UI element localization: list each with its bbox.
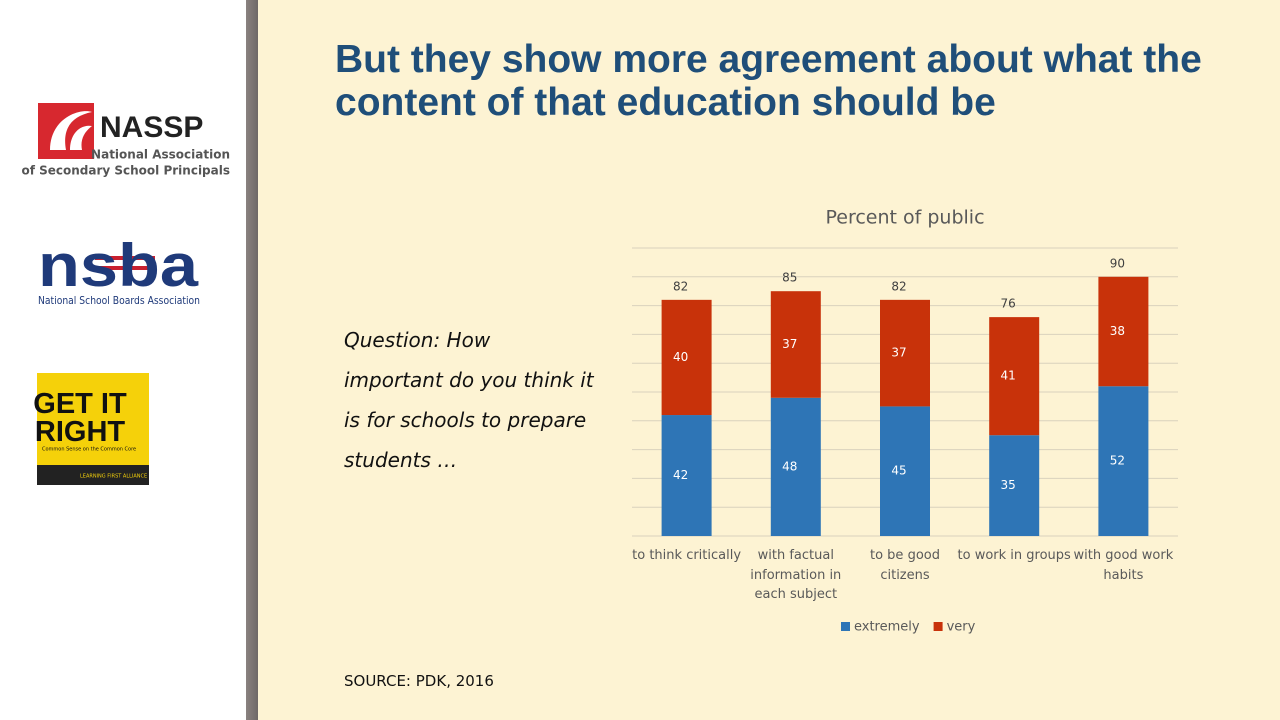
total-label: 82 <box>891 279 906 293</box>
legend-swatch <box>841 622 850 631</box>
bar-segment <box>770 397 821 536</box>
slide-title: But they show more agreement about what … <box>335 38 1202 124</box>
bar-segment <box>989 317 1040 436</box>
logo-tagline: National Association <box>91 148 230 162</box>
legend-swatch <box>933 622 943 631</box>
bar-segment <box>880 406 930 536</box>
data-label: 48 <box>782 459 797 473</box>
data-label: 37 <box>782 337 797 351</box>
x-tick-label: to be good citizens <box>870 548 940 583</box>
bar-segment <box>661 415 712 536</box>
source: SOURCE: PDK, 2016 <box>344 672 494 690</box>
bar-segment <box>880 299 930 407</box>
logo-tagline: National School Boards Association <box>38 294 200 307</box>
logo-tagline: Common Sense on the Common Core <box>42 447 136 453</box>
data-label: 41 <box>1001 369 1016 383</box>
bar-segment <box>1098 386 1149 536</box>
bar-segment <box>661 299 712 416</box>
total-label: 90 <box>1110 256 1125 270</box>
data-label: 37 <box>891 346 906 360</box>
data-label: 40 <box>673 350 688 364</box>
data-label: 42 <box>673 468 688 482</box>
logo-name: NASSP <box>100 111 203 144</box>
x-tick-label: with good work habits <box>1073 548 1174 583</box>
x-tick-label: to think critically <box>632 548 742 563</box>
chart-title: Percent of public <box>825 207 984 229</box>
question: Question: How important do you think it … <box>344 328 594 472</box>
logo-name: GET IT RIGHT <box>33 388 127 448</box>
logo-name: nsba <box>38 232 199 299</box>
divider <box>246 0 258 720</box>
data-label: 35 <box>1001 478 1016 492</box>
total-label: 82 <box>673 279 688 293</box>
logo-org: LEARNING FIRST ALLIANCE <box>80 474 147 480</box>
total-label: 85 <box>782 271 797 285</box>
x-tick-label: to work in groups <box>957 548 1071 563</box>
x-tick-label: with factual information in each subject <box>750 548 842 602</box>
bar-segment <box>770 291 821 398</box>
logos: NASSP National Association of Secondary … <box>21 103 230 485</box>
data-label: 38 <box>1110 324 1125 338</box>
legend-label: extremely <box>854 620 920 635</box>
data-label: 52 <box>1110 454 1125 468</box>
total-label: 76 <box>1001 297 1016 311</box>
logo-tagline: of Secondary School Principals <box>21 164 230 178</box>
bar-segment <box>1098 276 1149 387</box>
logo-panel: NASSP National Association of Secondary … <box>0 0 246 720</box>
bar-segment <box>989 435 1040 536</box>
legend-label: very <box>947 620 976 635</box>
data-label: 45 <box>891 464 906 478</box>
